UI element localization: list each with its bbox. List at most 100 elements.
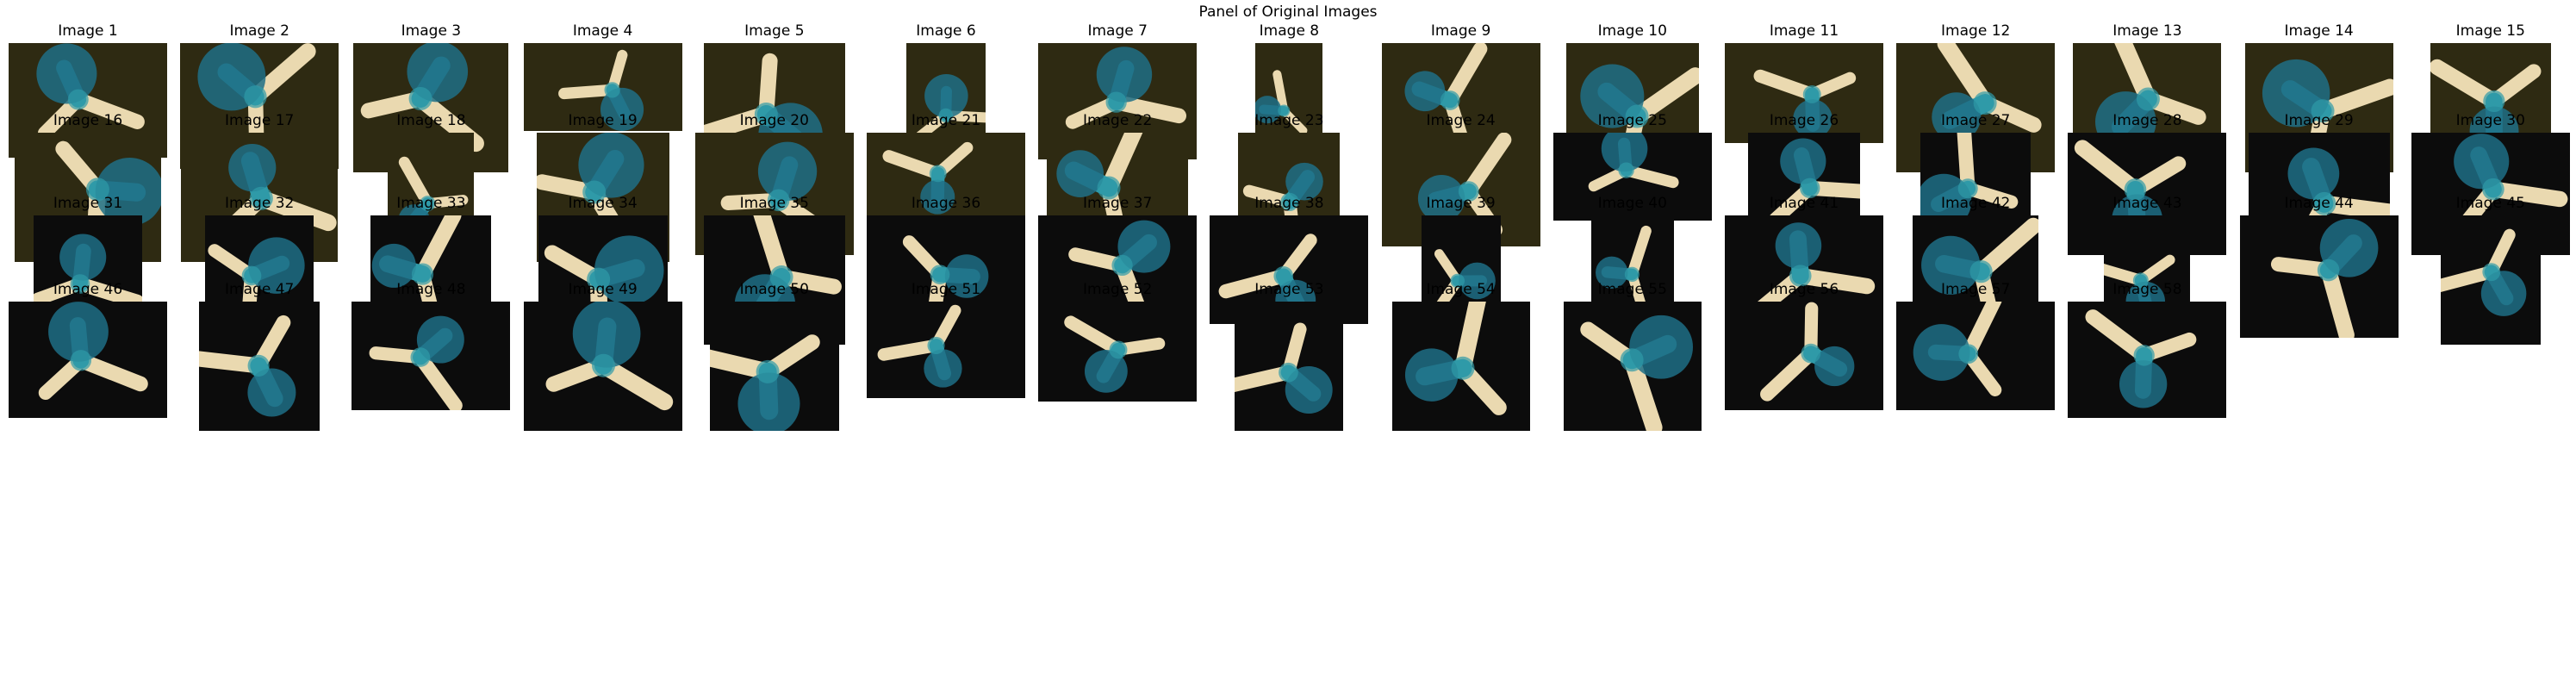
image-title: Image 7	[1087, 22, 1148, 40]
image-title: Image 32	[225, 195, 295, 212]
image-title: Image 54	[1426, 281, 1496, 298]
image-title: Image 24	[1426, 112, 1496, 129]
image-title: Image 10	[1597, 22, 1667, 40]
image-title: Image 38	[1254, 195, 1324, 212]
seedling-photo	[199, 302, 320, 431]
seedling-photo	[2440, 215, 2541, 345]
seedling-photo	[1563, 302, 1702, 431]
image-title: Image 36	[911, 195, 981, 212]
image-title: Image 34	[568, 195, 638, 212]
image-title: Image 4	[572, 22, 633, 40]
image-title: Image 35	[739, 195, 809, 212]
image-title: Image 16	[53, 112, 123, 129]
image-tile: Image 51	[867, 279, 1025, 430]
image-tile: Image 44	[2239, 193, 2399, 344]
image-title: Image 15	[2455, 22, 2525, 40]
image-title: Image 5	[744, 22, 805, 40]
image-tile: Image 47	[180, 279, 339, 431]
image-title: Image 25	[1597, 112, 1667, 129]
image-title: Image 30	[2455, 112, 2525, 129]
seedling-photo	[1725, 302, 1883, 410]
image-title: Image 22	[1083, 112, 1153, 129]
seedling-photo	[1235, 302, 1344, 431]
image-title: Image 27	[1941, 112, 2011, 129]
image-tile: Image 53	[1210, 279, 1368, 431]
image-title: Image 42	[1941, 195, 2011, 212]
image-title: Image 43	[2112, 195, 2182, 212]
image-title: Image 8	[1259, 22, 1320, 40]
image-title: Image 12	[1941, 22, 2011, 40]
seedling-photo	[2068, 302, 2227, 418]
seedling-photo	[1552, 133, 1712, 221]
image-title: Image 55	[1597, 281, 1667, 298]
image-tile: Image 55	[1553, 279, 1712, 431]
image-title: Image 51	[911, 281, 981, 298]
image-title: Image 45	[2455, 195, 2525, 212]
image-tile: Image 52	[1038, 279, 1198, 430]
image-title: Image 23	[1254, 112, 1324, 129]
image-title: Image 48	[396, 281, 466, 298]
image-title: Image 21	[911, 112, 981, 129]
seedling-photo	[709, 302, 839, 431]
seedling-photo	[867, 302, 1025, 398]
image-title: Image 28	[2112, 112, 2182, 129]
image-title: Image 17	[225, 112, 295, 129]
image-title: Image 50	[739, 281, 809, 298]
image-title: Image 53	[1254, 281, 1324, 298]
seedling-photo	[1038, 302, 1198, 402]
seedling-photo	[9, 302, 167, 418]
image-title: Image 19	[568, 112, 638, 129]
image-title: Image 9	[1430, 22, 1491, 40]
panel-title: Panel of Original Images	[1198, 3, 1378, 21]
image-title: Image 29	[2284, 112, 2354, 129]
image-title: Image 18	[396, 112, 466, 129]
seedling-photo	[867, 133, 1025, 227]
image-tile: Image 4	[523, 21, 682, 171]
image-title: Image 6	[916, 22, 976, 40]
seedling-photo	[523, 302, 682, 431]
image-tile: Image 50	[695, 279, 854, 431]
image-tile: Image 56	[1725, 279, 1883, 430]
image-title: Image 58	[2112, 281, 2182, 298]
image-title: Image 56	[1769, 281, 1839, 298]
image-tile: Image 45	[2411, 193, 2570, 345]
image-title: Image 44	[2284, 195, 2354, 212]
image-title: Image 37	[1083, 195, 1153, 212]
image-tile: Image 21	[867, 110, 1025, 261]
image-title: Image 14	[2284, 22, 2354, 40]
image-title: Image 3	[401, 22, 462, 40]
image-tile: Image 48	[352, 279, 511, 430]
image-tile: Image 46	[9, 279, 167, 430]
image-title: Image 46	[53, 281, 123, 298]
image-title: Image 31	[53, 195, 123, 212]
image-title: Image 20	[739, 112, 809, 129]
image-tile: Image 11	[1725, 21, 1883, 171]
image-title: Image 39	[1426, 195, 1496, 212]
image-title: Image 40	[1597, 195, 1667, 212]
seedling-photo	[1896, 302, 2056, 410]
image-title: Image 13	[2112, 22, 2182, 40]
image-tile: Image 49	[523, 279, 682, 431]
image-title: Image 26	[1769, 112, 1839, 129]
image-title: Image 52	[1083, 281, 1153, 298]
image-title: Image 47	[225, 281, 295, 298]
seedling-photo	[2244, 43, 2393, 172]
image-tile: Image 58	[2068, 279, 2227, 430]
seedling-photo	[523, 43, 682, 131]
image-title: Image 1	[58, 22, 118, 40]
seedling-photo	[353, 43, 509, 172]
seedling-photo	[1725, 43, 1883, 143]
image-tile: Image 25	[1552, 110, 1712, 261]
image-title: Image 11	[1769, 22, 1839, 40]
image-tile: Image 54	[1382, 279, 1540, 431]
seedling-photo	[1391, 302, 1530, 431]
image-tile: Image 57	[1896, 279, 2056, 430]
image-title: Image 33	[396, 195, 466, 212]
image-tile: Image 3	[352, 21, 510, 172]
image-title: Image 2	[229, 22, 289, 40]
image-title: Image 57	[1941, 281, 2011, 298]
image-title: Image 49	[568, 281, 638, 298]
image-tile: Image 14	[2240, 21, 2399, 172]
seedling-photo	[2239, 215, 2399, 338]
image-title: Image 41	[1769, 195, 1839, 212]
